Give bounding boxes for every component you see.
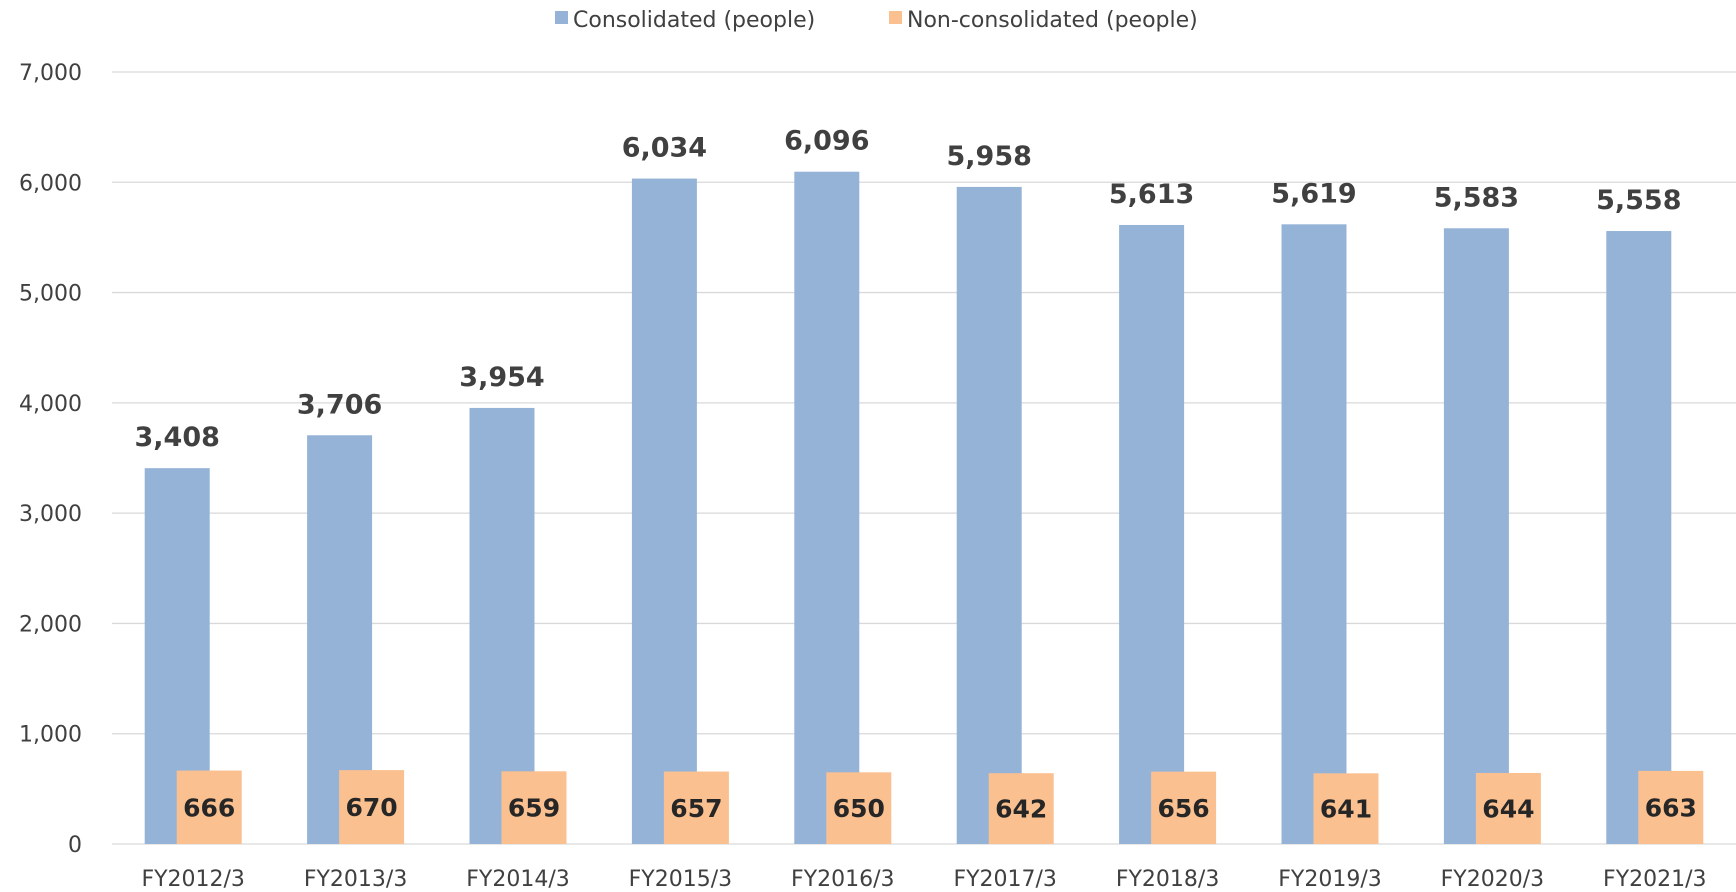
bar-non-consolidated: [1151, 771, 1217, 844]
bar-non-consolidated: [339, 770, 405, 844]
data-label-consolidated: 5,619: [1271, 178, 1356, 209]
data-label-consolidated: 5,583: [1434, 182, 1519, 213]
data-label-consolidated: 3,954: [459, 362, 544, 393]
x-tick-label: FY2014/3: [466, 867, 570, 892]
data-label-non-consolidated: 659: [508, 794, 560, 823]
x-tick-label: FY2020/3: [1441, 867, 1545, 892]
bar-non-consolidated: [988, 773, 1054, 844]
data-label-non-consolidated: 644: [1482, 794, 1534, 823]
legend-swatch-non-consolidated: [889, 11, 902, 24]
data-label-non-consolidated: 666: [183, 793, 235, 822]
y-tick-label: 4,000: [19, 392, 82, 417]
bar-consolidated: [1606, 231, 1672, 845]
x-tick-label: FY2012/3: [141, 867, 245, 892]
data-label-consolidated: 3,706: [297, 389, 382, 420]
data-label-consolidated: 5,613: [1109, 179, 1194, 210]
data-label-non-consolidated: 642: [995, 795, 1047, 824]
x-tick-label: FY2016/3: [791, 867, 895, 892]
data-label-non-consolidated: 641: [1320, 795, 1372, 824]
data-labels: 3,408 666 3,706 670 3,954 659 6,034 657 6,096 650…: [134, 126, 1696, 824]
bar-non-consolidated: [1638, 770, 1704, 844]
legend-swatch-consolidated: [555, 11, 568, 24]
data-label-non-consolidated: 650: [833, 794, 885, 823]
y-tick-label: 6,000: [19, 171, 82, 196]
y-tick-label: 0: [68, 833, 82, 858]
x-tick-label: FY2019/3: [1278, 867, 1382, 892]
data-label-consolidated: 5,558: [1596, 185, 1681, 216]
data-label-consolidated: 3,408: [134, 422, 219, 453]
y-tick-label: 3,000: [19, 502, 82, 527]
data-label-non-consolidated: 663: [1645, 793, 1697, 822]
bar-consolidated: [956, 186, 1022, 844]
y-tick-label: 2,000: [19, 612, 82, 637]
bar-non-consolidated: [1313, 773, 1379, 844]
legend-label-non-consolidated: Non-consolidated (people): [907, 8, 1198, 33]
y-tick-label: 7,000: [19, 61, 82, 86]
x-tick-label: FY2018/3: [1116, 867, 1220, 892]
bar-non-consolidated: [826, 772, 892, 844]
bar-non-consolidated: [1475, 772, 1541, 844]
x-tick-label: FY2015/3: [629, 867, 733, 892]
bar-consolidated: [1443, 228, 1509, 845]
data-label-non-consolidated: 670: [346, 793, 398, 822]
bar-non-consolidated: [176, 770, 242, 844]
y-tick-label: 1,000: [19, 723, 82, 748]
bar-consolidated: [631, 178, 697, 844]
data-label-consolidated: 6,096: [784, 126, 869, 157]
bar-consolidated: [1281, 224, 1347, 844]
bars: [144, 171, 1704, 845]
data-label-non-consolidated: 656: [1158, 794, 1210, 823]
legend-label-consolidated: Consolidated (people): [573, 8, 815, 33]
data-label-consolidated: 6,034: [622, 133, 707, 164]
bar-non-consolidated: [663, 771, 729, 844]
y-tick-label: 5,000: [19, 282, 82, 307]
x-axis-ticks: FY2012/3 FY2013/3 FY2014/3 FY2015/3 FY2016/3…: [141, 867, 1706, 892]
bar-non-consolidated: [501, 771, 567, 844]
bar-consolidated: [794, 171, 860, 844]
chart-legend: Consolidated (people) Non-consolidated (…: [555, 8, 1198, 33]
data-label-consolidated: 5,958: [946, 141, 1031, 172]
gridlines: [112, 71, 1736, 845]
bar-consolidated: [1119, 224, 1185, 844]
y-axis-ticks: 0 1,000 2,000 3,000 4,000 5,000 6,000 7,000: [19, 61, 82, 858]
x-tick-label: FY2021/3: [1603, 867, 1707, 892]
data-label-non-consolidated: 657: [670, 794, 722, 823]
x-tick-label: FY2017/3: [953, 867, 1057, 892]
x-tick-label: FY2013/3: [304, 867, 408, 892]
